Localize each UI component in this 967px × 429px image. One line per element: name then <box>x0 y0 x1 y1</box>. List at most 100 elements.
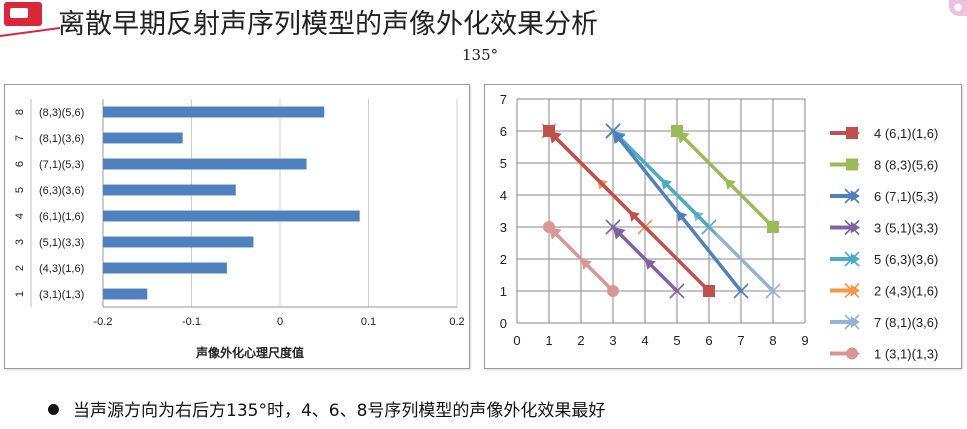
category-label: (3,1)(1,3) <box>39 289 84 301</box>
square-marker <box>767 221 779 233</box>
series-arrow <box>543 221 619 297</box>
category-label: (8,1)(3,6) <box>39 133 84 145</box>
series-arrow <box>671 125 779 233</box>
arrow-head <box>850 316 860 328</box>
category-number: 4 <box>14 213 26 219</box>
series-arrow <box>543 125 715 297</box>
legend-item: 5 (6,3)(3,6) <box>830 251 938 267</box>
bar <box>103 132 183 144</box>
slide-subtitle: 135° <box>462 46 499 64</box>
bar <box>103 158 307 170</box>
y-tick-label: 1 <box>500 284 507 299</box>
series-arrow <box>605 123 749 299</box>
y-tick-label: 6 <box>500 124 507 139</box>
x-marker <box>733 283 749 299</box>
x-marker <box>844 251 860 267</box>
arrow-head <box>850 284 860 297</box>
legend-label: 3 (5,1)(3,3) <box>874 221 938 236</box>
arrow-head <box>613 131 626 144</box>
category-label: (6,3)(3,6) <box>39 185 84 197</box>
x-tick-label: 7 <box>737 333 744 348</box>
bar-chart: -0.2 -0.1 0 0.1 0.2 1 (3,1)(1,3) 2 (4,3)(1,6) 3 (5… <box>14 99 465 360</box>
bar <box>103 184 236 196</box>
x-marker <box>669 283 685 299</box>
square-marker <box>846 158 858 171</box>
x-tick-label: 3 <box>609 333 616 348</box>
x-tick-label: 5 <box>673 333 680 348</box>
x-marker <box>844 314 860 330</box>
arrow-head <box>645 259 656 270</box>
bar <box>103 106 325 118</box>
y-tick-label: 0 <box>500 316 507 331</box>
category-label: (6,1)(1,6) <box>39 211 84 223</box>
bar <box>103 288 148 300</box>
arrow-head <box>677 131 690 144</box>
x-tick-label: 4 <box>641 333 648 348</box>
x-marker <box>844 219 860 236</box>
legend-item: 2 (4,3)(1,6) <box>830 282 938 299</box>
category-label: (4,3)(1,6) <box>39 263 84 275</box>
x-tick-label: 2 <box>577 333 584 348</box>
legend-label: 2 (4,3)(1,6) <box>874 284 938 299</box>
x-marker <box>701 219 717 235</box>
arrow-head <box>549 227 562 240</box>
y-tick-label: 7 <box>500 92 507 107</box>
x-axis-title: 声像外化心理尺度值 <box>195 345 304 360</box>
legend-item: 7 (8,1)(3,6) <box>830 314 938 330</box>
arrow-head <box>661 179 672 190</box>
y-tick-label: 2 <box>500 252 507 267</box>
arrow-head <box>677 211 688 222</box>
arrow-head <box>629 211 640 222</box>
category-label: (7,1)(5,3) <box>39 159 84 171</box>
x-marker <box>765 283 781 299</box>
category-number: 3 <box>14 239 26 245</box>
legend-label: 8 (8,3)(5,6) <box>874 158 938 173</box>
bar <box>103 210 360 222</box>
x-marker <box>844 282 860 299</box>
y-tick-label: 3 <box>500 220 507 235</box>
square-marker <box>703 285 715 297</box>
legend-label: 6 (7,1)(5,3) <box>874 189 938 204</box>
category-number: 6 <box>14 161 26 167</box>
category-label: (5,1)(3,3) <box>39 237 84 249</box>
arrow-chart: 0 1 2 3 4 5 6 7 8 9 0 1 2 3 4 5 6 7 4 (6,1)(1,6) 8 (8,3)(5,… <box>500 92 939 362</box>
logo-icon <box>0 2 60 37</box>
slide-title: 离散早期反射声序列模型的声像外化效果分析 <box>58 9 598 40</box>
legend-label: 4 (6,1)(1,6) <box>874 126 938 141</box>
arrow-head <box>850 221 860 234</box>
category-number: 1 <box>14 291 26 297</box>
x-marker <box>844 188 860 204</box>
conclusion-text: 当声源方向为右后方135°时，4、6、8号序列模型的声像外化效果最好 <box>73 401 606 421</box>
x-tick-label: 0.1 <box>361 316 376 328</box>
legend-label: 7 (8,1)(3,6) <box>874 315 938 330</box>
bar-chart-panel: -0.2 -0.1 0 0.1 0.2 1 (3,1)(1,3) 2 (4,3)(1,6) 3 (5… <box>4 84 470 369</box>
corner-badge-icon: ● <box>949 0 967 16</box>
arrow-head <box>850 190 860 202</box>
series-arrow <box>605 219 685 299</box>
x-tick-label: 0 <box>277 316 283 328</box>
legend-item: 8 (8,3)(5,6) <box>830 158 938 173</box>
legend-label: 1 (3,1)(1,3) <box>874 347 938 362</box>
bar <box>103 236 254 248</box>
circle-marker <box>846 347 858 360</box>
x-tick-label: 6 <box>705 333 712 348</box>
y-tick-label: 4 <box>500 188 507 203</box>
legend-item: 1 (3,1)(1,3) <box>830 347 938 362</box>
arrow-head <box>581 259 592 270</box>
x-tick-label: -0.2 <box>94 316 113 328</box>
arrow-head <box>725 179 736 190</box>
category-number: 5 <box>14 187 26 193</box>
x-tick-label: -0.1 <box>182 316 201 328</box>
circle-marker <box>607 285 619 297</box>
category-number: 2 <box>14 265 26 271</box>
x-tick-label: 8 <box>769 333 776 348</box>
arrow-head <box>549 131 562 144</box>
category-label: (8,3)(5,6) <box>39 107 84 119</box>
square-marker <box>846 127 858 139</box>
legend-label: 5 (6,3)(3,6) <box>874 252 938 267</box>
x-tick-label: 0 <box>513 333 520 348</box>
legend-item: 6 (7,1)(5,3) <box>830 188 938 204</box>
bullet-dot-icon <box>48 403 59 415</box>
category-number: 8 <box>14 109 26 115</box>
x-tick-label: 9 <box>801 333 808 348</box>
